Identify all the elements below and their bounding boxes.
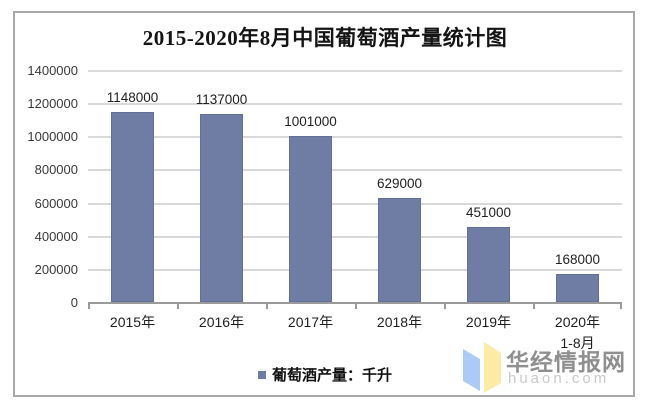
bar — [111, 111, 154, 302]
logo-right-page — [484, 342, 501, 393]
gridline — [88, 136, 622, 139]
legend-label: 葡萄酒产量：千升 — [271, 367, 392, 384]
bar-value-label: 1137000 — [195, 91, 248, 107]
logo-left-page — [463, 349, 480, 391]
x-axis-tick — [88, 303, 90, 309]
x-category-label: 2020年 — [554, 314, 601, 330]
x-category-label: 2019年 — [465, 314, 512, 330]
x-category-label: 2016年 — [198, 314, 245, 330]
bar — [289, 136, 332, 302]
gridline — [88, 235, 622, 238]
gridline — [88, 103, 622, 106]
x-axis-tick — [533, 303, 535, 309]
bar — [378, 197, 421, 302]
x-axis-tick — [444, 303, 446, 309]
x-axis-tick — [177, 303, 179, 309]
y-tick-label: 0 — [70, 295, 78, 310]
bar-value-label: 1148000 — [106, 89, 159, 105]
y-tick-label: 1400000 — [27, 63, 78, 78]
x-category-label: 2015年 — [109, 314, 156, 330]
x-axis-tick — [266, 303, 268, 309]
gridline — [88, 70, 622, 72]
x-axis-tick — [355, 303, 357, 309]
plot-area: 0 200000 400000 600000 800000 1000000 1200000 1… — [27, 63, 622, 351]
chart-title: 2015-2020年8月中国葡萄酒产量统计图 — [142, 26, 508, 50]
gridline — [88, 169, 622, 172]
y-tick-label: 200000 — [34, 261, 78, 277]
x-axis-tick — [620, 303, 622, 309]
bar-value-label: 629000 — [376, 175, 423, 191]
legend: 葡萄酒产量：千升 — [0, 364, 650, 385]
y-tick-label: 800000 — [34, 162, 78, 178]
y-tick-label: 400000 — [34, 228, 78, 244]
watermark-brand: 华经情报网 — [506, 349, 626, 375]
legend-marker-swatch — [257, 370, 266, 379]
bar — [556, 274, 599, 302]
y-tick-label: 1200000 — [27, 96, 78, 112]
x-category-label: 2017年 — [287, 314, 334, 330]
watermark-domain: huaon.com — [508, 370, 610, 387]
bar — [467, 227, 510, 302]
gridline — [88, 202, 622, 205]
y-tick-label: 1000000 — [27, 129, 78, 145]
gridline — [88, 268, 622, 271]
x-category-sublabel: 1-8月 — [560, 335, 595, 351]
bar-value-label: 168000 — [554, 252, 601, 268]
huaon-logo-icon — [463, 342, 501, 393]
x-category-label: 2018年 — [376, 314, 423, 330]
bar-value-label: 451000 — [465, 205, 512, 221]
bar-value-label: 1001000 — [284, 114, 337, 130]
bar — [200, 113, 243, 302]
y-tick-label: 600000 — [34, 195, 78, 211]
